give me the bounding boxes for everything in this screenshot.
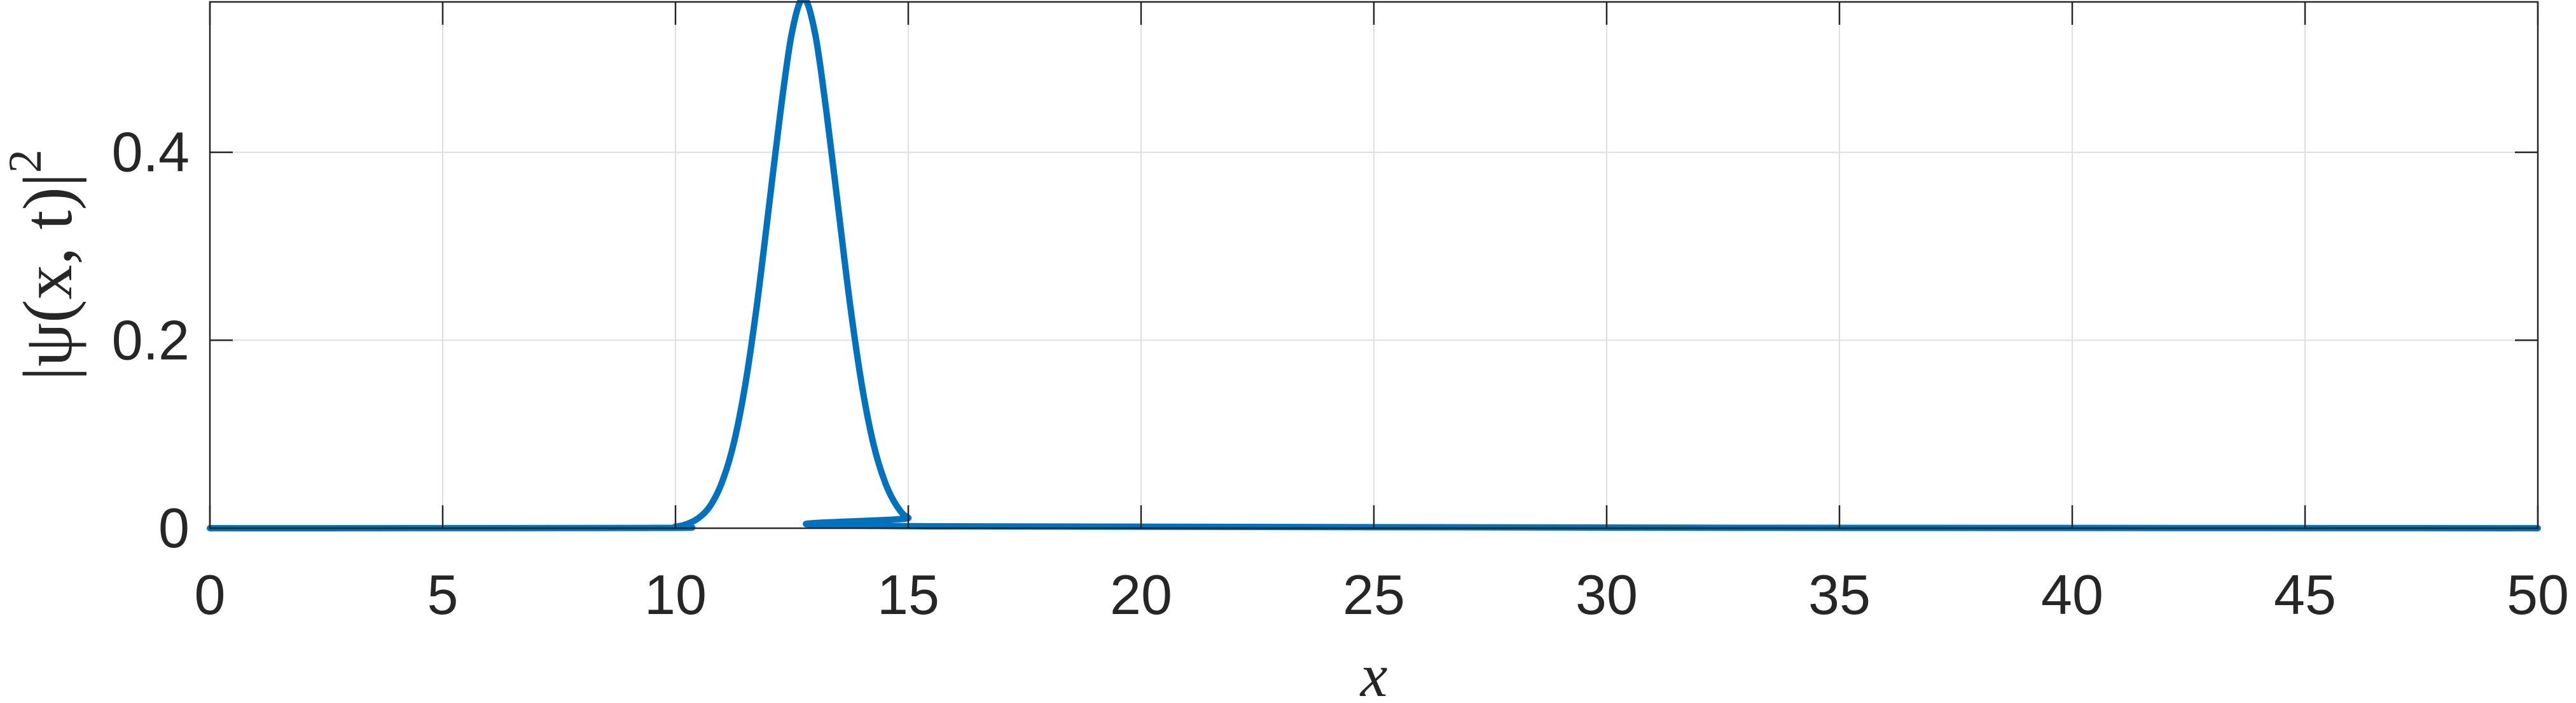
x-tick-label: 5 xyxy=(427,563,459,626)
x-tick-label: 45 xyxy=(2274,563,2336,626)
y-tick-label: 0 xyxy=(158,496,190,559)
series-line xyxy=(207,0,2541,531)
x-tick-label: 50 xyxy=(2507,563,2569,626)
x-tick-labels: 0 5 10 15 20 25 30 35 40 45 50 xyxy=(195,563,2569,626)
x-axis-label: x xyxy=(1359,641,1388,703)
series-group xyxy=(207,0,2541,531)
y-axis-label: |ψ(x, t)|2 xyxy=(0,149,87,381)
y-tick-labels: 0 0.2 0.4 xyxy=(112,121,190,559)
x-tick-label: 10 xyxy=(644,563,707,626)
x-tick-label: 30 xyxy=(1575,563,1638,626)
y-tick-label: 0.2 xyxy=(112,308,190,371)
tick-marks xyxy=(209,2,2539,529)
y-axis-label-exponent: 2 xyxy=(0,149,52,173)
x-tick-label: 35 xyxy=(1808,563,1871,626)
x-tick-label: 40 xyxy=(2041,563,2103,626)
x-tick-label: 0 xyxy=(195,563,226,626)
x-tick-label: 15 xyxy=(877,563,939,626)
y-axis-label-main: |ψ(x, t)| xyxy=(9,173,87,381)
x-tick-label: 25 xyxy=(1343,563,1405,626)
x-tick-label: 20 xyxy=(1110,563,1172,626)
y-tick-label: 0.4 xyxy=(112,121,190,184)
